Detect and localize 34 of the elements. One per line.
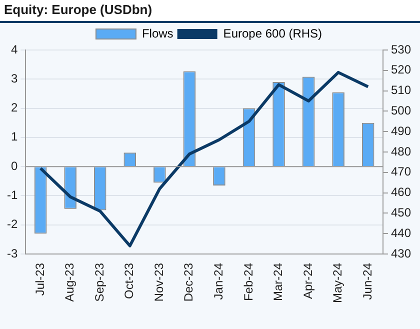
- x-tick-label: Feb-24: [241, 262, 256, 302]
- y-tick-label: 1: [10, 130, 18, 144]
- y2-tick-label: 500: [390, 104, 412, 118]
- y-tick-label: -1: [7, 188, 18, 202]
- x-tick-label: May-24: [330, 262, 345, 303]
- legend-label: Flows: [142, 26, 174, 40]
- y-tick-label: 3: [10, 71, 18, 86]
- y2-tick-label: 530: [390, 42, 412, 56]
- x-tick-label: Oct-23: [122, 262, 136, 299]
- y2-tick-label: 450: [390, 206, 412, 220]
- y2-tick-label: 460: [390, 185, 412, 200]
- x-tick-label: Apr-24: [300, 262, 315, 300]
- y2-tick-label: 510: [390, 83, 412, 98]
- legend-label: Europe 600 (RHS): [223, 26, 322, 40]
- y2-tick-label: 520: [390, 62, 412, 77]
- y2-tick-label: 490: [390, 124, 412, 138]
- x-tick-label: Nov-23: [152, 262, 166, 302]
- x-tick-label: Aug-23: [62, 262, 77, 302]
- x-tick-label: Mar-24: [271, 262, 286, 301]
- x-tick-label: Jun-24: [360, 262, 374, 300]
- x-tick-label: Dec-23: [182, 262, 196, 302]
- x-tick-label: Jan-24: [212, 262, 226, 300]
- y2-tick-label: 470: [390, 164, 412, 179]
- y2-tick-label: 430: [390, 246, 412, 260]
- y-tick-label: 0: [10, 158, 18, 173]
- x-tick-label: Jul-23: [32, 262, 47, 296]
- x-tick-label: Sep-23: [92, 262, 106, 302]
- chart-title: Equity: Europe (USDbn): [4, 2, 152, 17]
- y2-tick-label: 440: [390, 226, 412, 240]
- y-tick-label: -2: [7, 217, 18, 232]
- y-tick-label: 2: [10, 100, 18, 115]
- y2-tick-label: 480: [390, 144, 412, 158]
- y-tick-label: 4: [10, 42, 18, 56]
- y-tick-label: -3: [7, 246, 18, 260]
